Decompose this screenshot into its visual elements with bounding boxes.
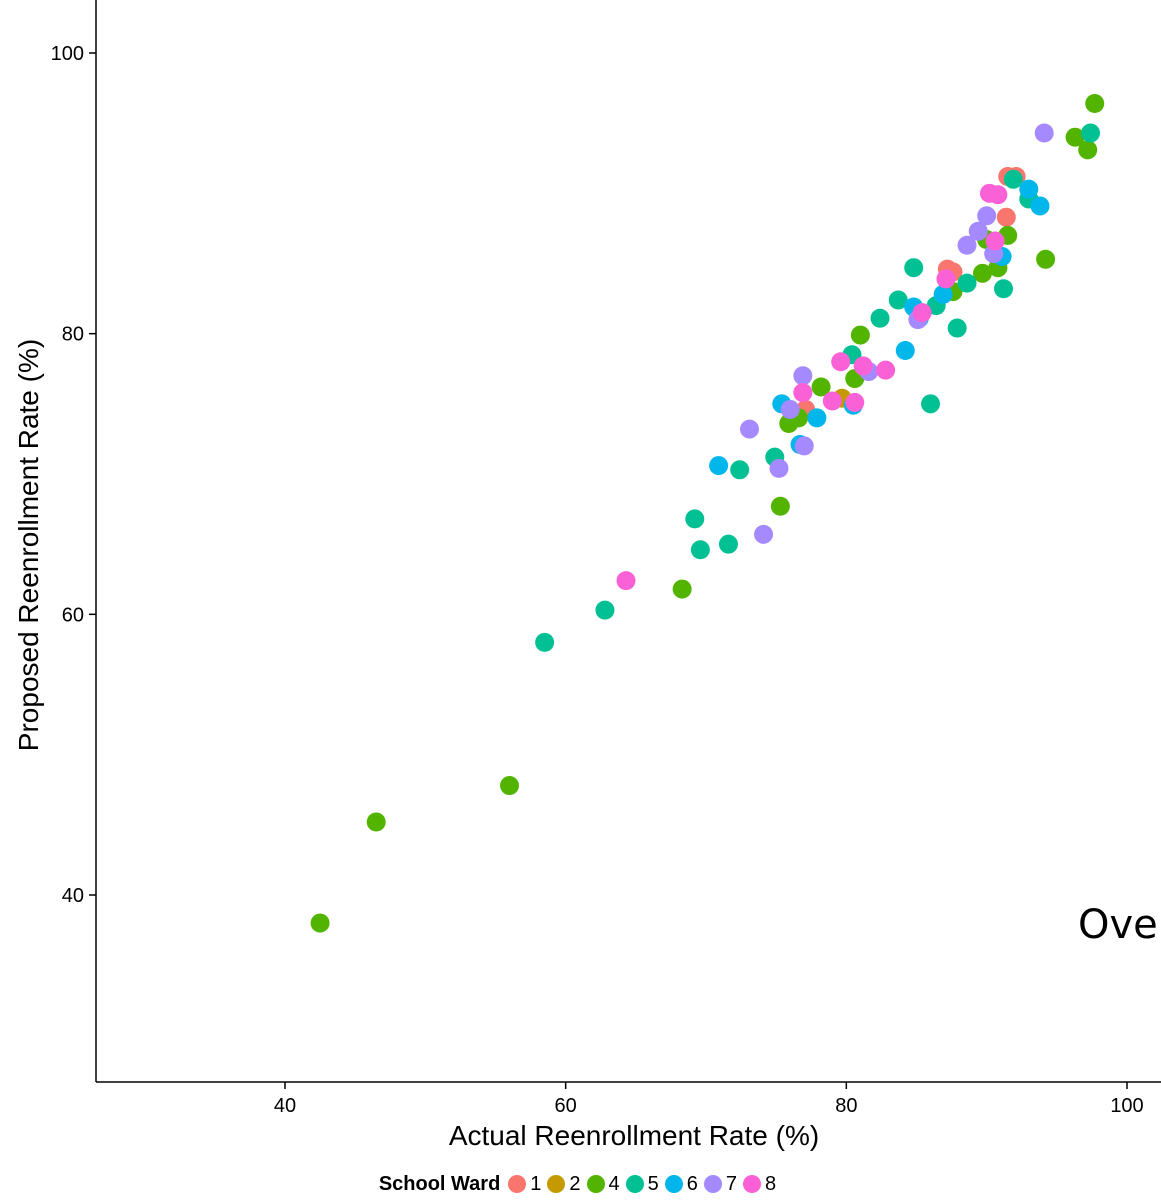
data-point — [310, 913, 330, 933]
data-point — [807, 408, 827, 428]
legend-swatch — [664, 1175, 683, 1193]
data-point — [672, 579, 692, 599]
legend-item-ward-8: 8 — [743, 1173, 776, 1196]
data-point — [936, 269, 956, 289]
legend-swatch — [547, 1175, 566, 1193]
y-tick-label: 40 — [62, 885, 84, 907]
data-point — [985, 231, 1005, 251]
data-point — [904, 258, 924, 278]
data-point — [888, 290, 908, 310]
legend-label: 7 — [725, 1172, 738, 1195]
data-point — [770, 496, 790, 516]
y-axis-title: Proposed Reenrollment Rate (%) — [13, 339, 44, 751]
data-point — [921, 394, 941, 414]
legend-label: 1 — [530, 1172, 542, 1195]
data-point — [977, 206, 997, 226]
data-point — [709, 456, 729, 476]
data-point — [535, 632, 555, 652]
data-point — [718, 534, 738, 554]
data-point — [822, 391, 842, 411]
legend-item-ward-7: 7 — [703, 1172, 738, 1196]
legend: School Ward 1 2 4 5 6 7 8 — [0, 1168, 1161, 1200]
legend-item-ward-5: 5 — [625, 1172, 659, 1196]
data-point — [793, 366, 813, 386]
data-point — [730, 460, 750, 480]
data-point — [1030, 196, 1050, 216]
data-point — [957, 235, 977, 255]
legend-item-ward-2: 2 — [547, 1172, 581, 1196]
data-point — [895, 341, 915, 361]
data-point — [690, 540, 710, 560]
legend-swatch — [508, 1175, 527, 1193]
data-point — [500, 776, 520, 796]
data-point — [850, 325, 870, 345]
legend-label: 2 — [569, 1172, 581, 1195]
y-tick-label: 80 — [62, 324, 84, 346]
data-point — [779, 413, 799, 433]
x-tick-label: 100 — [1110, 1095, 1143, 1117]
axes: 40 60 80 100 40 60 80 100 — [51, 0, 1161, 1117]
legend-swatch — [625, 1175, 644, 1193]
legend-item-ward-4: 4 — [586, 1172, 620, 1196]
annotation-text: Over — [1078, 902, 1161, 948]
data-point — [811, 377, 831, 397]
data-point — [1034, 123, 1054, 143]
data-point — [1078, 140, 1098, 160]
data-point — [933, 284, 953, 304]
data-point — [972, 263, 992, 283]
data-point — [1036, 249, 1056, 269]
y-tick-label: 100 — [51, 43, 84, 65]
data-point — [1085, 94, 1105, 114]
data-point — [754, 524, 774, 544]
x-axis-title: Actual Reenrollment Rate (%) — [449, 1120, 819, 1151]
data-point — [947, 318, 967, 338]
legend-title: School Ward — [378, 1172, 501, 1195]
data-point — [769, 458, 789, 478]
data-point — [912, 303, 932, 323]
data-point — [740, 419, 760, 439]
y-tick-label: 60 — [62, 604, 84, 626]
data-point — [876, 360, 896, 380]
data-point — [853, 356, 873, 376]
legend-label: 6 — [686, 1172, 698, 1195]
data-point — [831, 352, 851, 372]
legend-items: 1 2 4 5 6 7 8 — [508, 1173, 782, 1196]
legend-item-ward-6: 6 — [664, 1172, 698, 1196]
data-point — [793, 383, 813, 403]
legend-swatch — [743, 1175, 762, 1193]
data-point — [845, 392, 865, 412]
data-point — [616, 571, 636, 591]
legend-label: 8 — [765, 1172, 777, 1195]
data-points — [310, 94, 1105, 933]
data-point — [994, 279, 1014, 299]
data-point — [996, 207, 1016, 227]
legend-label: 4 — [608, 1172, 620, 1195]
data-point — [366, 812, 386, 832]
data-point — [1019, 179, 1039, 199]
data-point — [1003, 169, 1023, 189]
data-point — [794, 436, 814, 456]
data-point — [595, 600, 615, 620]
data-point — [957, 273, 977, 293]
data-point — [988, 185, 1008, 205]
data-point — [685, 509, 705, 529]
data-point — [870, 308, 890, 328]
x-tick-label: 80 — [835, 1095, 857, 1117]
data-point — [780, 399, 800, 419]
legend-swatch — [703, 1175, 722, 1193]
legend-label: 5 — [647, 1172, 659, 1195]
data-point — [968, 221, 988, 241]
legend-item-ward-1: 1 — [508, 1173, 541, 1196]
x-tick-label: 60 — [555, 1095, 577, 1117]
scatter-chart: 40 60 80 100 40 60 80 100 Over Actual Reenrollm… — [13, 0, 1161, 1151]
data-point — [1081, 123, 1101, 143]
data-point — [1065, 127, 1085, 147]
x-tick-label: 40 — [274, 1095, 296, 1117]
series-ward-1 — [796, 166, 1026, 419]
legend-swatch — [586, 1175, 605, 1193]
series-ward-8 — [616, 183, 1008, 591]
series-ward-7 — [740, 123, 1054, 544]
